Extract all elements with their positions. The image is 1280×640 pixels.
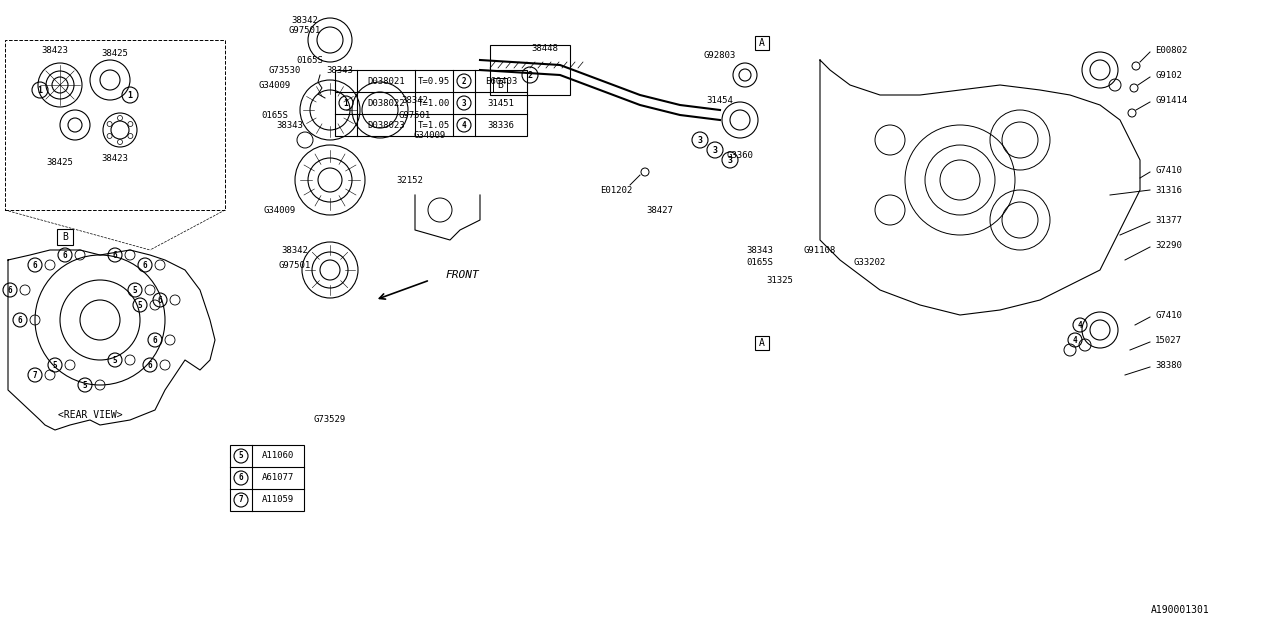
Text: 0165S: 0165S <box>261 111 288 120</box>
Text: 31377: 31377 <box>1155 216 1181 225</box>
Text: G34009: G34009 <box>264 205 296 214</box>
Text: G7410: G7410 <box>1155 310 1181 319</box>
Bar <box>58 229 73 245</box>
Bar <box>755 336 769 350</box>
Text: 5: 5 <box>83 381 87 390</box>
Text: 38425: 38425 <box>46 157 73 166</box>
Text: 4: 4 <box>1078 321 1083 330</box>
Bar <box>230 445 305 511</box>
Text: 6: 6 <box>238 474 243 483</box>
Text: A: A <box>759 38 765 48</box>
Text: 6: 6 <box>152 335 157 344</box>
Text: T=0.95: T=0.95 <box>417 77 451 86</box>
Text: 32152: 32152 <box>397 175 424 184</box>
Text: 15027: 15027 <box>1155 335 1181 344</box>
Text: 0165S: 0165S <box>297 56 324 65</box>
Text: 6: 6 <box>63 250 68 259</box>
Text: D038022: D038022 <box>367 99 404 108</box>
Bar <box>493 78 507 92</box>
Text: 1: 1 <box>344 99 348 108</box>
Text: 5: 5 <box>238 451 243 461</box>
Text: 5: 5 <box>52 360 58 369</box>
Text: 38336: 38336 <box>488 120 515 129</box>
Text: FRONT: FRONT <box>445 270 479 280</box>
Text: 6: 6 <box>18 316 22 324</box>
Bar <box>335 70 527 136</box>
Text: B: B <box>61 232 68 242</box>
Text: 38343: 38343 <box>746 246 773 255</box>
Text: E60403: E60403 <box>485 77 517 86</box>
Text: 6: 6 <box>157 296 163 305</box>
Text: 31454: 31454 <box>707 95 733 104</box>
Text: D038023: D038023 <box>367 120 404 129</box>
Text: A11060: A11060 <box>262 451 294 461</box>
Text: G7410: G7410 <box>1155 166 1181 175</box>
Text: 2: 2 <box>527 70 532 79</box>
Text: D038021: D038021 <box>367 77 404 86</box>
Text: 5: 5 <box>113 355 118 365</box>
Text: 31451: 31451 <box>488 99 515 108</box>
Text: 38342: 38342 <box>282 246 308 255</box>
Text: 32290: 32290 <box>1155 241 1181 250</box>
Text: G97501: G97501 <box>279 260 311 269</box>
Text: T=1.00: T=1.00 <box>417 99 451 108</box>
Bar <box>490 45 570 95</box>
Text: 31316: 31316 <box>1155 186 1181 195</box>
Text: E00802: E00802 <box>1155 45 1188 54</box>
Text: G34009: G34009 <box>259 81 291 90</box>
Text: 7: 7 <box>33 371 37 380</box>
Text: 6: 6 <box>147 360 152 369</box>
Text: 38343: 38343 <box>326 65 353 74</box>
Text: G9102: G9102 <box>1155 70 1181 79</box>
Text: 38425: 38425 <box>101 49 128 58</box>
Text: 38423: 38423 <box>41 45 68 54</box>
Text: 4: 4 <box>462 120 466 129</box>
Text: 38423: 38423 <box>101 154 128 163</box>
Text: T=1.05: T=1.05 <box>417 120 451 129</box>
Text: G33202: G33202 <box>854 257 886 266</box>
Text: 7: 7 <box>238 495 243 504</box>
Text: 38427: 38427 <box>646 205 673 214</box>
Text: G34009: G34009 <box>413 131 447 140</box>
Text: A190001301: A190001301 <box>1151 605 1210 615</box>
Text: 0165S: 0165S <box>746 257 773 266</box>
Text: <REAR VIEW>: <REAR VIEW> <box>58 410 123 420</box>
Text: G91108: G91108 <box>804 246 836 255</box>
Text: 3: 3 <box>713 145 718 154</box>
Text: 5: 5 <box>138 301 142 310</box>
Text: 3: 3 <box>462 99 466 108</box>
Bar <box>5 40 225 210</box>
Text: 6: 6 <box>33 260 37 269</box>
Text: 2: 2 <box>462 77 466 86</box>
Text: 38448: 38448 <box>531 44 558 52</box>
Text: G91414: G91414 <box>1155 95 1188 104</box>
Text: B: B <box>497 80 503 90</box>
Text: 1: 1 <box>128 90 133 99</box>
Text: 38343: 38343 <box>276 120 303 129</box>
Text: G73530: G73530 <box>269 65 301 74</box>
Text: G97501: G97501 <box>399 111 431 120</box>
Text: 5: 5 <box>133 285 137 294</box>
Text: A61077: A61077 <box>262 474 294 483</box>
Text: A: A <box>759 338 765 348</box>
Text: E01202: E01202 <box>600 186 632 195</box>
Text: 38380: 38380 <box>1155 360 1181 369</box>
Text: 6: 6 <box>142 260 147 269</box>
Text: G3360: G3360 <box>727 150 754 159</box>
Text: G97501: G97501 <box>289 26 321 35</box>
Text: 3: 3 <box>727 156 732 164</box>
Text: G73529: G73529 <box>314 415 346 424</box>
Text: G92803: G92803 <box>704 51 736 60</box>
Text: 38342: 38342 <box>292 15 319 24</box>
Text: 31325: 31325 <box>767 275 794 285</box>
Text: 4: 4 <box>1073 335 1078 344</box>
Text: 6: 6 <box>113 250 118 259</box>
Text: 3: 3 <box>698 136 703 145</box>
Text: 6: 6 <box>8 285 13 294</box>
Bar <box>755 36 769 50</box>
Text: 1: 1 <box>37 86 42 95</box>
Text: A11059: A11059 <box>262 495 294 504</box>
Text: 38342: 38342 <box>402 95 429 104</box>
